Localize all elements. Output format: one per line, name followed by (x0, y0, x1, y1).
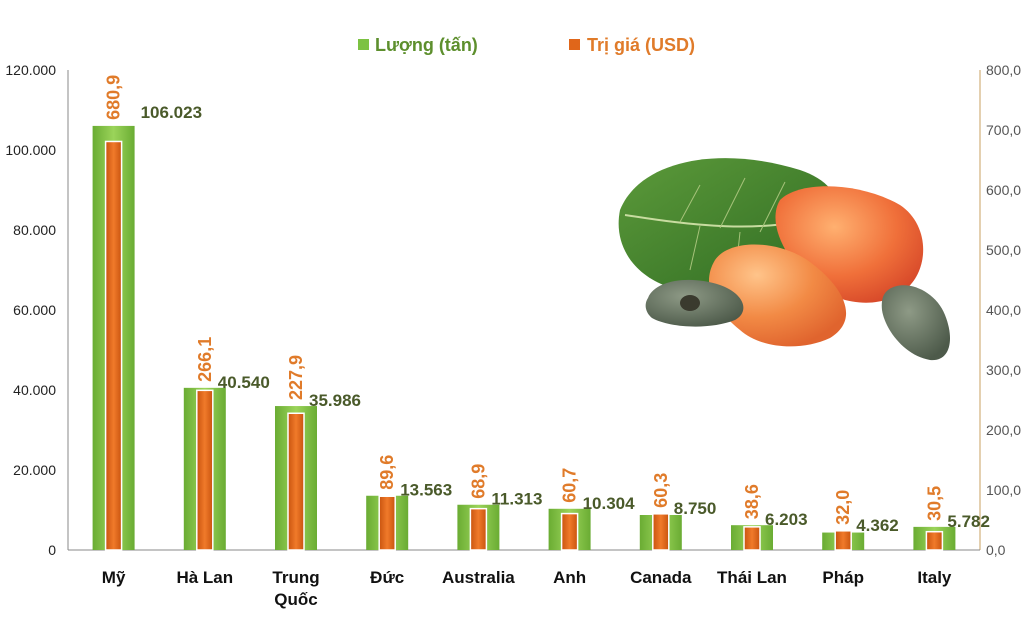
y-right-tick-label: 0,0 (986, 542, 1006, 558)
data-label-trigia: 32,0 (833, 490, 853, 525)
y-right-tick-label: 400,0 (986, 302, 1021, 318)
data-label-luong: 40.540 (218, 373, 270, 392)
y-left-tick-label: 80.000 (13, 222, 56, 238)
category-label: Thái Lan (717, 568, 787, 587)
y-left-tick-label: 60.000 (13, 302, 56, 318)
y-right-tick-label: 100,0 (986, 482, 1021, 498)
y-right-tick-label: 600,0 (986, 182, 1021, 198)
x-axis-categories: Mỹ Hà Lan Trung Quốc Đức Australia Anh Canada Th… (102, 568, 952, 609)
data-label-luong: 5.782 (947, 512, 990, 531)
data-label-trigia: 60,3 (651, 473, 671, 508)
bar-trigia (104, 140, 123, 551)
category-label: Australia (442, 568, 515, 587)
bar-trigia (652, 513, 670, 551)
bar-trigia (834, 530, 852, 551)
bar-trigia (743, 526, 761, 551)
series-trigia-labels: 680,9 266,1 227,9 89,6 68,9 60,7 60,3 38,6 32,0 3… (104, 75, 945, 525)
data-label-luong: 6.203 (765, 510, 808, 529)
legend-swatch-luong (358, 39, 369, 50)
category-label: Hà Lan (176, 568, 233, 587)
category-label: Mỹ (102, 568, 126, 587)
bar-trigia (378, 495, 396, 551)
data-label-luong: 8.750 (674, 499, 717, 518)
y-left-tick-label: 120.000 (5, 62, 56, 78)
y-axis-right-ticks: 0,0 100,0 200,0 300,0 400,0 500,0 600,0 700,0 80… (986, 62, 1021, 558)
y-right-tick-label: 700,0 (986, 122, 1021, 138)
data-label-trigia: 38,6 (742, 484, 762, 519)
data-label-trigia: 68,9 (468, 464, 488, 499)
data-label-luong: 4.362 (856, 516, 899, 535)
y-axis-left-ticks: 0 20.000 40.000 60.000 80.000 100.000 120.000 (5, 62, 56, 558)
data-label-luong: 106.023 (141, 103, 202, 122)
bar-trigia (469, 507, 488, 551)
y-right-tick-label: 300,0 (986, 362, 1021, 378)
y-right-tick-label: 800,0 (986, 62, 1021, 78)
data-label-luong: 11.313 (491, 490, 542, 509)
series-trigia-bars (104, 140, 944, 551)
data-label-luong: 10.304 (583, 494, 636, 513)
legend: Lượng (tấn) Trị giá (USD) (358, 35, 695, 55)
data-label-trigia: 680,9 (104, 75, 124, 120)
cashew-illustration-icon (618, 158, 950, 361)
bar-trigia (560, 512, 579, 551)
data-label-trigia: 89,6 (377, 455, 397, 490)
category-label: Đức (370, 568, 404, 587)
category-label: Anh (553, 568, 586, 587)
bar-trigia (287, 412, 305, 551)
y-left-tick-label: 0 (48, 542, 56, 558)
data-label-trigia: 30,5 (924, 486, 944, 521)
data-label-trigia: 60,7 (560, 468, 580, 503)
y-left-tick-label: 100.000 (5, 142, 56, 158)
data-label-luong: 13.563 (400, 481, 452, 500)
legend-label-luong: Lượng (tấn) (375, 35, 478, 55)
y-right-tick-label: 200,0 (986, 422, 1021, 438)
legend-swatch-trigia (569, 39, 580, 50)
category-label: Trung Quốc (272, 568, 319, 609)
legend-label-trigia: Trị giá (USD) (587, 35, 695, 55)
y-left-tick-label: 20.000 (13, 462, 56, 478)
y-left-tick-label: 40.000 (13, 382, 56, 398)
data-label-trigia: 227,9 (286, 355, 306, 400)
category-label: Italy (917, 568, 952, 587)
category-label: Pháp (822, 568, 864, 587)
series-luong-labels: 106.023 40.540 35.986 13.563 11.313 10.304 8.7… (141, 103, 990, 535)
data-label-trigia: 266,1 (195, 337, 215, 382)
y-right-tick-label: 500,0 (986, 242, 1021, 258)
bar-trigia (925, 530, 944, 551)
bar-trigia (196, 389, 214, 551)
category-label: Canada (630, 568, 692, 587)
data-label-luong: 35.986 (309, 391, 361, 410)
